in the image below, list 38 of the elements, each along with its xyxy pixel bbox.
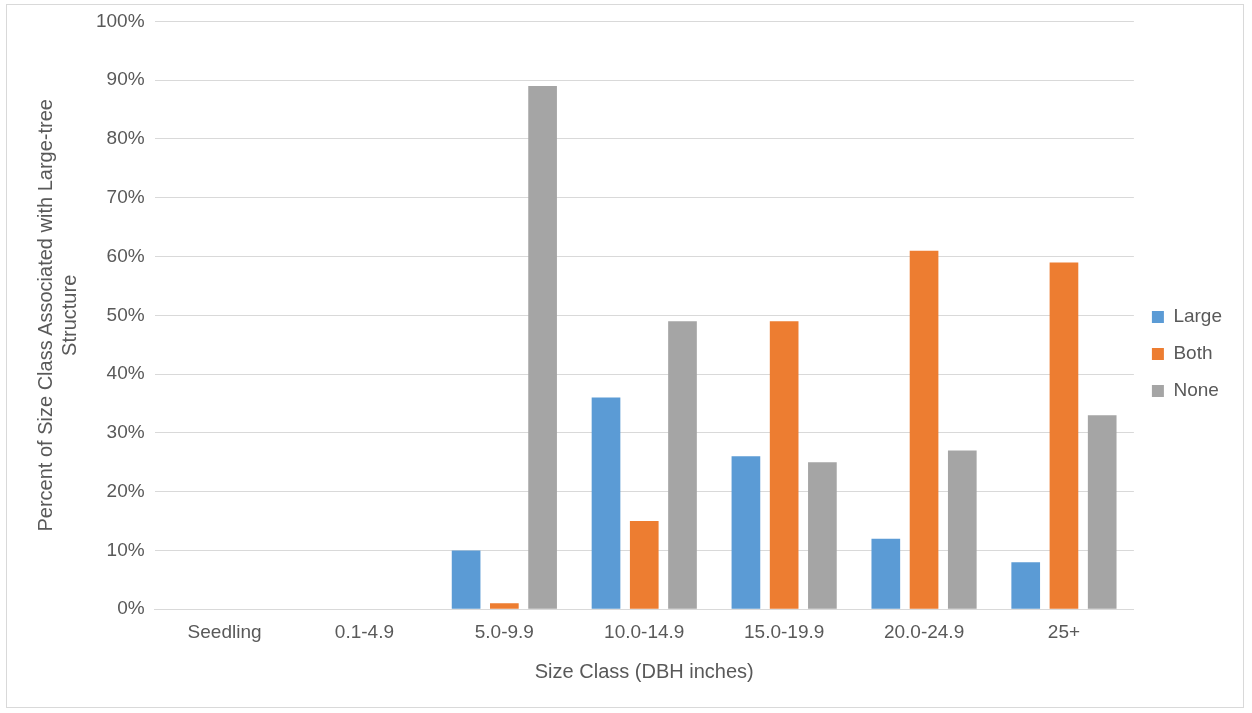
bar bbox=[909, 250, 939, 609]
x-tick-label: Seedling bbox=[187, 620, 262, 642]
bar bbox=[668, 321, 697, 609]
bar bbox=[1087, 415, 1117, 609]
x-tick-label: 15.0-19.9 bbox=[744, 620, 825, 642]
bar bbox=[490, 603, 519, 609]
y-tick-label: 20% bbox=[106, 479, 145, 501]
x-tick-label: 0.1-4.9 bbox=[334, 620, 395, 642]
bar bbox=[808, 462, 837, 609]
legend-label: Large bbox=[1173, 305, 1223, 327]
x-tick-label: 20.0-24.9 bbox=[883, 620, 965, 642]
x-tick-label: 10.0-14.9 bbox=[604, 620, 685, 642]
y-tick-label: 80% bbox=[106, 127, 145, 149]
y-tick-label: 10% bbox=[106, 538, 145, 560]
y-tick-label: 90% bbox=[106, 68, 145, 90]
x-axis-title: Size Class (DBH inches) bbox=[534, 659, 754, 682]
bar bbox=[1049, 262, 1079, 609]
y-axis-title: Percent of Size Class Associated with Large-tree Structure bbox=[33, 99, 80, 532]
y-tick-label: 0% bbox=[117, 597, 145, 619]
legend-label: Both bbox=[1173, 342, 1213, 364]
bar bbox=[769, 321, 799, 609]
bar bbox=[629, 521, 659, 609]
y-tick-label: 40% bbox=[106, 362, 145, 384]
bar bbox=[591, 397, 621, 609]
bar bbox=[1011, 562, 1041, 609]
y-tick-label: 30% bbox=[106, 421, 145, 443]
legend-label: None bbox=[1173, 379, 1219, 401]
bar bbox=[947, 450, 977, 609]
bar bbox=[528, 86, 557, 609]
x-tick-label: 25+ bbox=[1047, 620, 1081, 642]
y-tick-label: 100% bbox=[95, 9, 145, 31]
y-tick-label: 60% bbox=[106, 244, 145, 266]
bar bbox=[451, 550, 481, 609]
y-tick-label: 70% bbox=[106, 185, 145, 207]
bar bbox=[871, 538, 901, 609]
y-tick-label: 50% bbox=[106, 303, 145, 325]
x-tick-label: 5.0-9.9 bbox=[474, 620, 534, 642]
bar bbox=[731, 456, 761, 609]
